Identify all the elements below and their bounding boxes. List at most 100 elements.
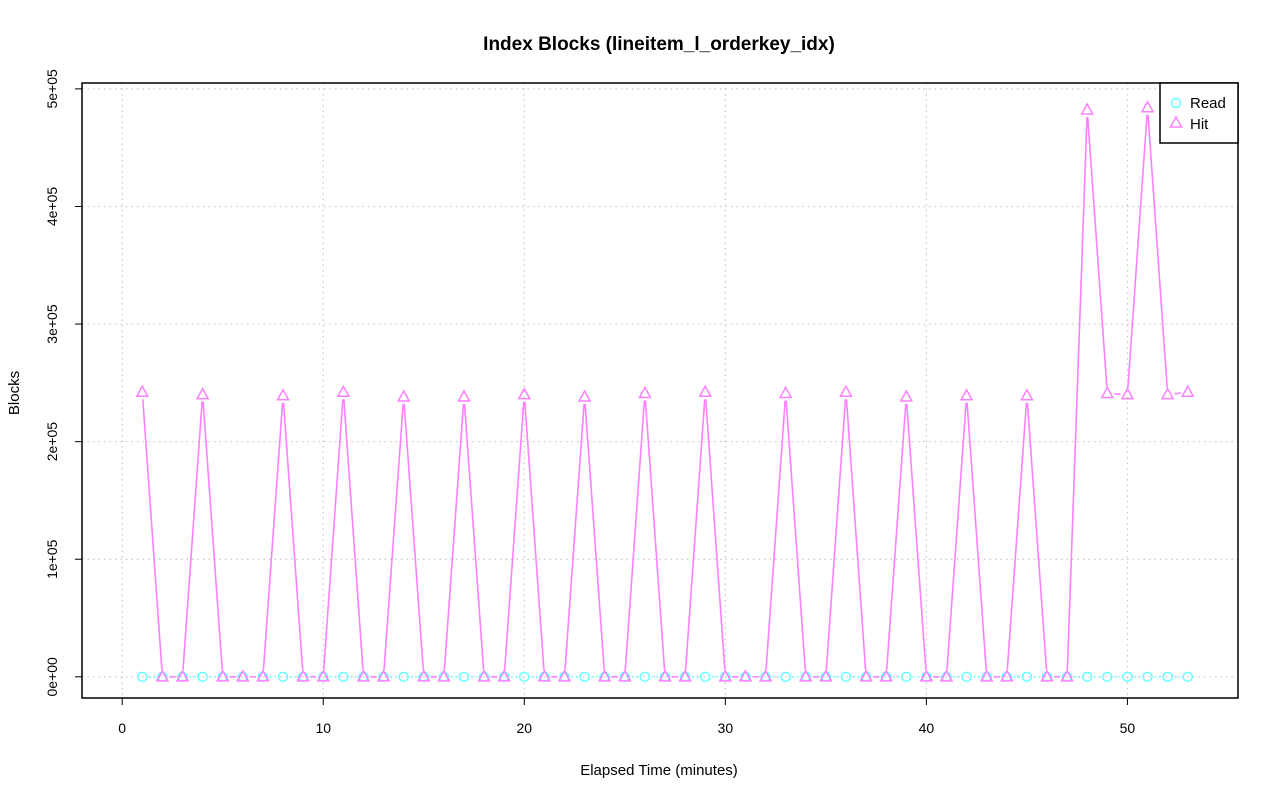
x-tick-label: 30	[718, 720, 734, 736]
hit-point	[497, 669, 511, 682]
read-point	[398, 671, 409, 683]
hit-point	[537, 669, 552, 682]
legend-read-marker	[1170, 97, 1182, 109]
hit-point	[1060, 669, 1074, 682]
hit-point	[778, 385, 793, 399]
hit-segment	[383, 403, 404, 670]
hit-point	[979, 669, 994, 682]
read-point	[519, 671, 530, 683]
read-point	[137, 671, 148, 683]
x-tick-label: 20	[517, 720, 533, 736]
hit-point	[1020, 388, 1034, 401]
legend-hit-label: Hit	[1190, 116, 1209, 133]
hit-point	[316, 669, 331, 682]
read-point	[699, 671, 711, 683]
read-point	[840, 671, 852, 683]
hit-segment	[765, 400, 786, 670]
hit-point	[477, 669, 491, 682]
hit-point	[959, 388, 974, 401]
hit-point	[597, 669, 612, 682]
hit-point	[195, 387, 210, 400]
hit-point	[1040, 669, 1054, 682]
x-tick-label: 10	[315, 720, 331, 736]
read-point	[780, 671, 791, 683]
hit-point	[678, 669, 692, 682]
hit-point	[1180, 384, 1195, 398]
hit-point	[1100, 385, 1115, 399]
hit-point	[577, 389, 592, 402]
hit-point	[557, 669, 572, 682]
hit-point	[135, 384, 150, 398]
hit-point	[417, 669, 431, 682]
hit-point	[658, 669, 672, 682]
legend: Read Hit	[1159, 82, 1239, 144]
hit-segment	[282, 402, 304, 670]
hit-segment	[785, 400, 807, 670]
x-tick-label: 40	[919, 720, 935, 736]
hit-segment	[564, 403, 585, 670]
hit-point	[155, 669, 170, 682]
hit-segment	[1127, 114, 1148, 388]
legend-box	[1159, 82, 1239, 144]
hit-point	[1080, 102, 1094, 115]
hit-point	[1120, 387, 1135, 400]
hit-segment	[182, 401, 203, 670]
read-point	[1081, 671, 1093, 683]
y-tick-label: 5e+05	[44, 69, 60, 109]
hit-segment	[966, 402, 987, 670]
hit-point	[919, 669, 934, 682]
hit-segment	[1147, 114, 1168, 388]
hit-point	[839, 384, 853, 398]
hit-point	[638, 385, 652, 399]
hit-point	[457, 389, 471, 402]
hit-point	[819, 669, 833, 682]
hit-point	[276, 388, 290, 401]
hit-point	[618, 669, 632, 682]
hit-point	[376, 669, 391, 682]
hit-segment	[684, 399, 706, 670]
hit-point	[1140, 100, 1155, 113]
hit-segment	[343, 399, 364, 670]
hit-point	[698, 384, 713, 398]
x-axis-label: Elapsed Time (minutes)	[580, 762, 738, 779]
hit-segment	[1174, 392, 1181, 395]
read-point	[579, 671, 590, 683]
hit-segment	[825, 399, 847, 670]
hit-segment	[1066, 117, 1088, 670]
hit-point	[798, 669, 813, 682]
hit-point	[356, 669, 371, 682]
read-point	[1182, 671, 1193, 683]
hit-segment	[946, 402, 967, 670]
read-point	[1162, 671, 1173, 683]
hit-point	[437, 669, 451, 682]
hit-segment	[523, 401, 545, 670]
series-layer	[135, 100, 1195, 683]
hit-segment	[322, 399, 344, 670]
axes: 0 10 20 30 40 50 0e+00 1e+05 2e+05 3e+05 4e+05 5e+0…	[44, 69, 1135, 736]
hit-segment	[704, 399, 726, 670]
hit-point	[1160, 387, 1175, 400]
chart-title: Index Blocks (lineitem_l_orderkey_idx)	[483, 34, 835, 55]
y-tick-label: 0e+00	[44, 657, 60, 697]
read-point	[1021, 671, 1033, 683]
x-tick-label: 0	[118, 720, 126, 736]
hit-point	[879, 669, 893, 682]
hit-segment	[202, 401, 224, 670]
hit-segment	[885, 403, 907, 670]
hit-point	[396, 389, 411, 402]
hit-point	[296, 669, 310, 682]
hit-segment	[443, 403, 465, 670]
read-point	[961, 671, 972, 683]
hit-segment	[1086, 116, 1108, 387]
read-point	[1122, 671, 1133, 683]
hit-point	[517, 387, 532, 400]
hit-point	[738, 669, 753, 682]
hit-point	[1000, 669, 1014, 682]
legend-read-label: Read	[1190, 95, 1226, 112]
hit-point	[256, 669, 270, 682]
read-point	[1142, 671, 1153, 683]
hit-point	[175, 669, 190, 682]
read-point	[197, 671, 208, 683]
y-axis-label: Blocks	[6, 371, 23, 415]
